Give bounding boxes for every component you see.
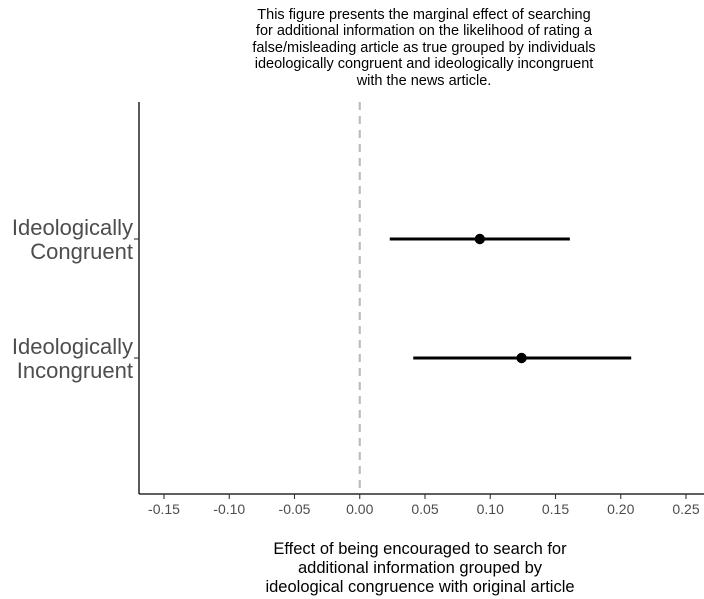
x-tick-label: 0.20: [607, 501, 634, 517]
y-axis-ticks: [134, 238, 139, 359]
x-tick-label: -0.15: [148, 501, 180, 517]
x-tick-label: 0.05: [411, 501, 438, 517]
x-tick-label: 0.10: [477, 501, 504, 517]
point-estimate: [516, 352, 527, 364]
x-tick-label: -0.05: [279, 501, 311, 517]
estimate-marks: [389, 233, 632, 364]
category-label: Ideologically Incongruent: [12, 334, 133, 383]
category-label-line: Incongruent: [17, 358, 133, 383]
x-tick-label: 0.00: [346, 501, 373, 517]
category-label: Ideologically Congruent: [12, 215, 133, 264]
x-axis-title: Effect of being encouraged to search for…: [265, 540, 575, 596]
chart-title: This figure presents the marginal effect…: [252, 7, 596, 89]
category-label-line: Ideologically: [12, 334, 133, 359]
x-axis-tick-labels: -0.15 -0.10 -0.05 0.00 0.05 0.10 0.15 0.20 0.25: [148, 501, 700, 517]
x-tick-label: 0.25: [672, 501, 699, 517]
point-estimate: [474, 233, 486, 245]
category-label-line: Ideologically: [12, 215, 133, 240]
x-tick-label: 0.15: [542, 501, 569, 517]
x-tick-label: -0.10: [213, 501, 245, 517]
category-label-line: Congruent: [30, 239, 133, 264]
x-axis-ticks: [163, 494, 687, 499]
